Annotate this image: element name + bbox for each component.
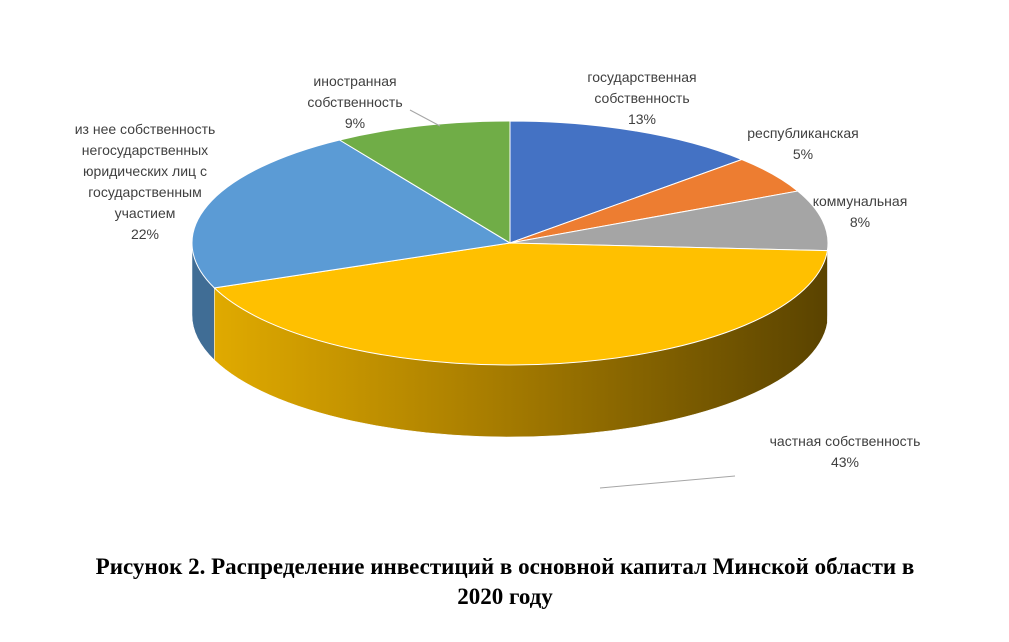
slice-label: республиканская [747,125,858,141]
slice-label: государственная собственность [587,69,696,106]
slice [338,120,511,244]
slice [509,120,744,244]
slice-label: из нее собственность негосударственных юри… [75,121,216,221]
chart-title: Рисунок 2. Распределение инвестиций в ос… [95,554,915,609]
slice [509,190,829,252]
leader-line [409,109,441,127]
leader-line [599,475,736,489]
labels: государственная собственность 13% республик… [75,69,921,470]
slice-label: коммунальная [813,193,908,209]
value-label: 8% [850,214,870,230]
slice [213,242,828,366]
pie-tops [191,120,829,366]
value-label: 9% [345,115,365,131]
slice [191,139,512,289]
value-label: 22% [131,226,159,242]
value-label: 5% [793,146,813,162]
chart: государственная собственность 13% республик… [75,69,921,489]
value-label: 43% [831,454,859,470]
slice-label: частная собственность [770,433,921,449]
slice-label: иностранная собственность [307,73,402,110]
value-label: 13% [628,111,656,127]
